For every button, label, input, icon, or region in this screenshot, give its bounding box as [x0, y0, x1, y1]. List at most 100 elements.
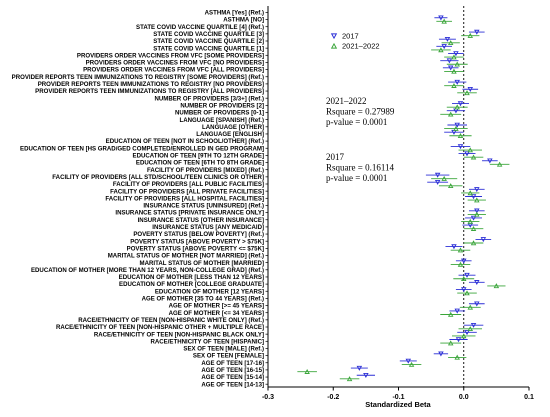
- point-2021-2022: [451, 54, 457, 60]
- category-label: EDUCATION OF TEEN [9TH TO 12TH GRADE]: [133, 153, 264, 160]
- point-2017: [434, 172, 441, 178]
- point-2021-2022: [454, 354, 460, 360]
- category-label: FACILITY OF PROVIDERS [MIXED] (Ref.): [147, 167, 264, 174]
- category-label: EDUCATION OF MOTHER [COLLEGE GRADUATE]: [119, 281, 264, 288]
- x-tick-label: -0.1: [392, 394, 404, 401]
- point-2021-2022: [467, 218, 474, 224]
- point-2017: [454, 308, 460, 314]
- category-label: NUMBER OF PROVIDERS [0-1]: [175, 110, 264, 117]
- category-label: FACILITY OF PROVIDERS [ALL STD/SCHOOL/TE…: [52, 174, 264, 181]
- legend-label-2021-2022: 2021–2022: [342, 42, 380, 51]
- point-2017: [480, 237, 487, 243]
- point-2021-2022: [447, 183, 454, 189]
- category-label: SEX OF TEEN [FEMALE]: [193, 353, 264, 360]
- category-label: STATE COVID VACCINE QUARTILE [2]: [153, 38, 264, 45]
- category-label: STATE COVID VACCINE QUARTILE [3]: [153, 31, 264, 38]
- point-2021-2022: [453, 125, 459, 131]
- category-label: EDUCATION OF TEEN [HS GRAD/GED COMPLETED…: [20, 145, 264, 152]
- annotation-2021-2022-line: 2021–2022: [326, 96, 367, 106]
- point-2017: [434, 179, 441, 185]
- point-2021-2022: [457, 247, 464, 253]
- point-2021-2022: [346, 376, 353, 382]
- point-2017: [454, 79, 460, 85]
- point-2021-2022: [447, 311, 454, 317]
- point-2021-2022: [304, 368, 310, 374]
- point-2017: [356, 365, 363, 371]
- axes: [267, 6, 529, 388]
- point-2017: [457, 101, 464, 107]
- point-2021-2022: [454, 104, 460, 110]
- category-label: EDUCATION OF MOTHER [MORE THAN 12 YEARS,…: [31, 267, 264, 274]
- category-tick-marks: [265, 12, 268, 385]
- category-label: RACE/ETHNICITY OF TEEN [NON-HISPANIC OTH…: [56, 324, 264, 331]
- point-2021-2022: [461, 276, 467, 281]
- point-2017: [454, 122, 460, 128]
- category-label: MARITAL STATUS OF MOTHER [MARRIED]: [140, 260, 264, 267]
- category-label: INSURANCE STATUS [UNINSURED] (Ref.): [143, 203, 264, 210]
- point-2021-2022: [464, 290, 470, 296]
- category-label: LANGUAGE [ENGLISH]: [196, 131, 264, 138]
- category-labels: ASTHMA [Yes] (Ref.)ASTHMA [NO]STATE COVI…: [12, 10, 264, 389]
- category-label: LANGUAGE [SPANISH] (Ref.): [179, 117, 264, 124]
- category-label: STATE COVID VACCINE QUARTILE [4] (Ref.): [136, 24, 264, 31]
- category-label: AGE OF MOTHER [<= 34 YEARS]: [169, 310, 264, 317]
- point-2021-2022: [457, 133, 464, 139]
- category-label: RACE/ETHNICITY OF TEEN [HISPANIC]: [150, 338, 264, 345]
- x-axis-ticks: -0.3 -0.2 -0.1 0.0 0.1: [262, 387, 534, 401]
- category-label: FACILITY OF PROVIDERS [ALL PUBLIC FACILI…: [113, 181, 264, 188]
- category-label: ASTHMA [NO]: [223, 17, 264, 24]
- point-2017: [474, 29, 480, 35]
- point-2021-2022: [438, 47, 444, 53]
- point-2021-2022: [451, 82, 457, 88]
- category-label: MARITAL STATUS OF MOTHER [NOT MARRIED] (…: [108, 253, 264, 260]
- category-label: PROVIDERS ORDER VACCINES FROM VFC [NO PR…: [86, 60, 264, 67]
- point-2017: [446, 58, 453, 64]
- category-label: AGE OF MOTHER [35 TO 44 YEARS] (Ref.): [142, 296, 264, 303]
- point-2017: [461, 258, 467, 264]
- point-2021-2022: [493, 283, 500, 289]
- point-2017: [470, 194, 477, 200]
- point-2017: [457, 144, 464, 150]
- point-2021-2022: [454, 61, 460, 67]
- category-label: ASTHMA [Yes] (Ref.): [205, 10, 264, 17]
- point-2021-2022: [464, 90, 470, 96]
- point-2021-2022: [451, 68, 457, 74]
- category-label: INSURANCE STATUS [ANY MEDICAID]: [152, 224, 264, 231]
- category-label: AGE OF TEEN [14-13]: [201, 381, 264, 388]
- category-label: RACE/ETHNICITY OF TEEN [NON-HISPANIC WHI…: [78, 317, 264, 324]
- category-label: FACILITY OF PROVIDERS [ALL HOSPITAL FACI…: [105, 195, 264, 202]
- point-2017: [438, 351, 444, 357]
- x-tick-label: -0.2: [327, 394, 339, 401]
- point-2017: [474, 187, 480, 193]
- point-2021-2022: [474, 197, 480, 203]
- point-2017: [461, 287, 467, 293]
- point-2021-2022: [461, 333, 467, 339]
- point-2017: [470, 322, 477, 328]
- category-label: AGE OF MOTHER [>= 45 YEARS]: [169, 303, 264, 310]
- category-label: FACILITY OF PROVIDERS [ALL PRIVATE FACIL…: [110, 188, 264, 195]
- point-2021-2022: [447, 40, 454, 46]
- category-label: POVERTY STATUS [ABOVE POVERTY <= $75K]: [127, 245, 264, 252]
- point-2017: [464, 272, 470, 278]
- point-2017: [453, 51, 459, 57]
- point-2017: [474, 208, 480, 214]
- data-points: [297, 15, 510, 382]
- x-tick-label: 0.1: [524, 394, 534, 401]
- category-label: EDUCATION OF MOTHER [LESS THAN 12 YEARS]: [119, 274, 264, 281]
- category-label: AGE OF TEEN [15-14]: [201, 374, 264, 381]
- point-2017: [363, 373, 369, 378]
- point-2021-2022: [408, 361, 415, 367]
- point-2017: [444, 36, 451, 42]
- category-label: RACE/ETHNICITY OF TEEN [NON-HISPANIC BLA…: [94, 331, 264, 338]
- point-2017: [438, 15, 444, 21]
- point-2021-2022: [467, 326, 474, 332]
- point-2017: [487, 158, 493, 164]
- point-2021-2022: [441, 18, 447, 24]
- point-2017: [441, 44, 447, 50]
- point-2017: [455, 337, 462, 343]
- annotation-2017-line: Rsquare = 0.16114: [326, 163, 394, 173]
- legend-label-2017: 2017: [342, 32, 359, 41]
